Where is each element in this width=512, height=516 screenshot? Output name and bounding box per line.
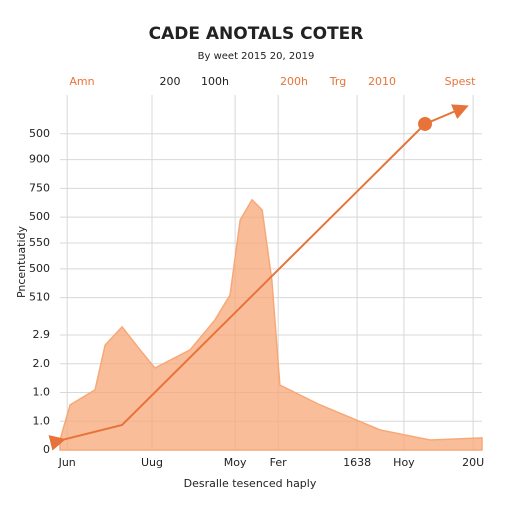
x-tick-label: Fer [270,456,287,469]
y-tick-label: 750 [29,181,50,194]
annotation: 100h [201,75,229,88]
x-tick-label: 1638 [343,456,371,469]
y-axis-label: Pncentuatidy [15,225,28,298]
x-axis-label: Desralle tesenced haply [184,477,317,490]
area [59,198,483,451]
x-tick-label: Moy [224,456,247,469]
trend-line [48,104,469,451]
y-tick-label: 900 [29,153,50,166]
x-tick-label: 20U [462,456,484,469]
y-tick-label: 500 [29,262,50,275]
y-tick-label: 2.0 [33,357,51,370]
y-tick-label: 0 [43,443,50,456]
y-tick-label: 500 [29,210,50,223]
annotation: Trg [329,75,346,88]
y-tick-label: 1.0 [33,386,51,399]
y-tick-label: 1.0 [33,414,51,427]
y-tick-label: 2.9 [33,328,51,341]
x-tick-label: Uug [141,456,163,469]
annotation: 200h [280,75,308,88]
subtitle: By weet 2015 20, 2019 [198,51,315,62]
annotation: 2010 [368,75,396,88]
x-tick-label: Hoy [393,456,415,469]
y-tick-label: 500 [29,127,50,140]
y-tick-label: 510 [29,291,50,304]
annotation: 200 [160,75,181,88]
annotation: Spest [445,75,476,88]
y-tick-label: 550 [29,236,50,249]
chart-title: CADE ANOTALS COTER [149,24,364,44]
annotation: Amn [69,75,94,88]
highlight-point [418,116,433,131]
x-tick-label: Jun [58,456,76,469]
